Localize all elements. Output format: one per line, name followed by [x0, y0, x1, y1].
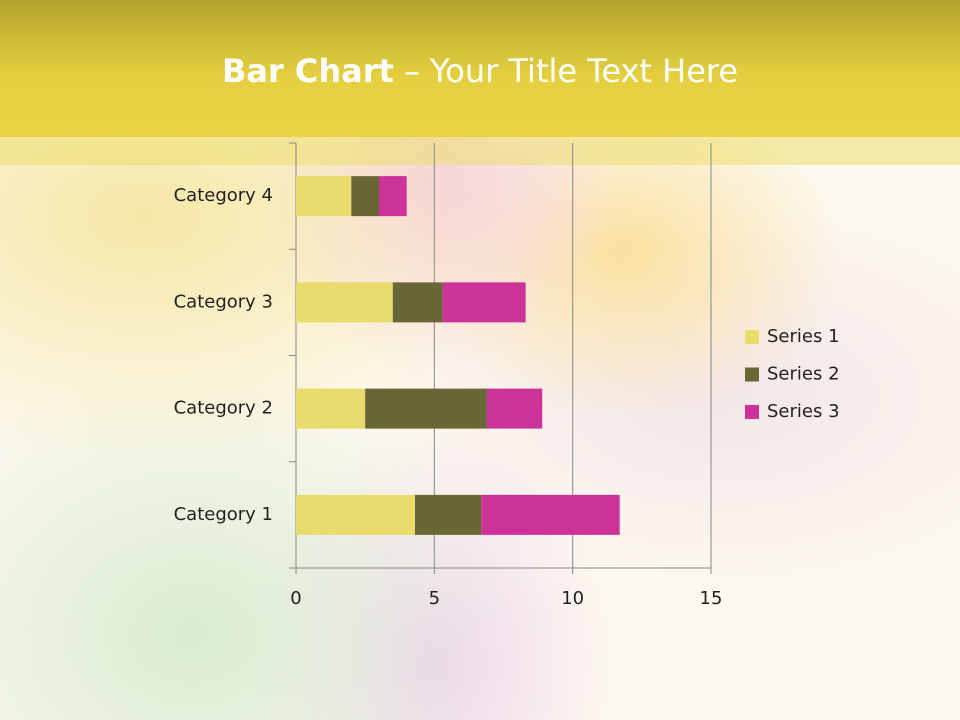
bar-segment — [486, 388, 543, 429]
title-text: – Your Title Text Here — [403, 52, 739, 90]
legend-swatch — [745, 405, 759, 419]
header-band — [0, 0, 960, 137]
bar-segment — [392, 282, 443, 323]
y-tick-label: Category 4 — [174, 185, 273, 206]
x-tick-label: 0 — [290, 588, 301, 609]
bar-segment — [351, 176, 379, 217]
y-tick-label: Category 1 — [174, 504, 273, 525]
bar-segment — [296, 494, 415, 535]
bar-segment — [296, 388, 366, 429]
bar-segment — [442, 282, 526, 323]
header-sub-band — [0, 137, 960, 165]
bar-segment — [379, 176, 407, 217]
legend-label: Series 3 — [767, 401, 840, 422]
legend-swatch — [745, 330, 759, 344]
x-tick-label: 15 — [700, 588, 723, 609]
bar-segment — [365, 388, 487, 429]
y-tick-label: Category 3 — [174, 291, 273, 312]
bar-segment — [296, 176, 352, 217]
bar-segment — [414, 494, 482, 535]
x-tick-label: 5 — [429, 588, 440, 609]
x-tick-label: 10 — [561, 588, 584, 609]
legend-label: Series 2 — [767, 364, 840, 385]
bar-segment — [481, 494, 620, 535]
slide-title: Bar Chart – Your Title Text Here — [0, 52, 960, 90]
title-bold: Bar Chart — [221, 52, 394, 90]
legend-label: Series 1 — [767, 326, 840, 347]
legend-swatch — [745, 367, 759, 382]
y-tick-label: Category 2 — [174, 398, 273, 419]
bar-segment — [296, 282, 393, 323]
